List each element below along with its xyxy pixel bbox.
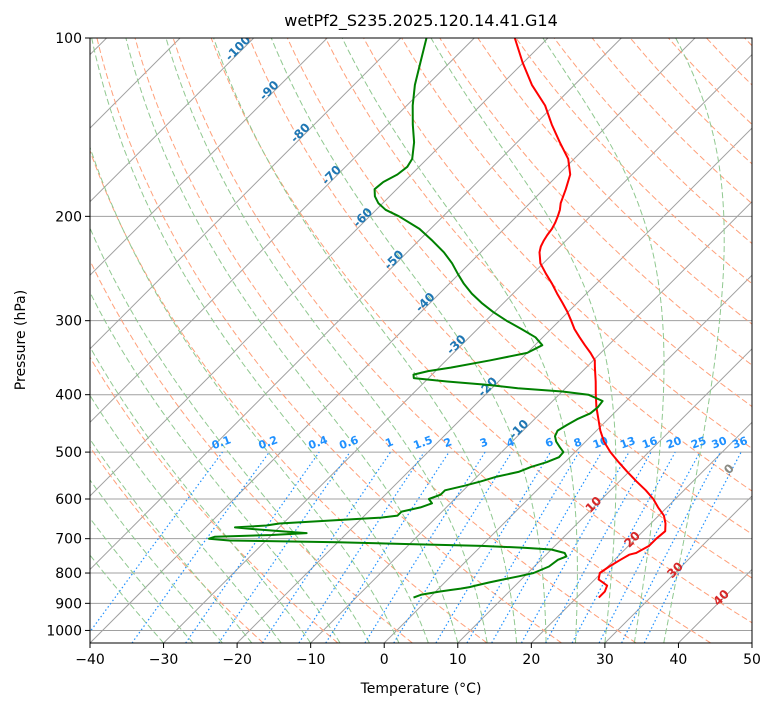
- mixing-ratio-label: 25: [689, 434, 708, 451]
- moist-adiabat-line: [90, 226, 370, 643]
- mixing-ratio-label: 0.2: [257, 433, 280, 452]
- profiles: [208, 38, 667, 599]
- mixing-ratio-line: [325, 451, 450, 643]
- x-tick-label: 0: [380, 652, 389, 668]
- moist-adiabat-line: [90, 554, 164, 643]
- mixing-ratio-label: 30: [710, 434, 729, 452]
- y-tick-label: 700: [55, 532, 82, 548]
- moist-adiabat-line: [542, 38, 665, 643]
- mixing-ratio-label: 10: [591, 434, 610, 452]
- y-tick-label: 500: [55, 445, 82, 461]
- isotherm-line: [163, 53, 752, 643]
- isotherm-line: [90, 38, 402, 350]
- mixing-ratio-label: 0.6: [337, 433, 360, 452]
- mixing-ratio-label: 6: [543, 435, 555, 450]
- dry-adiabat-line: [134, 38, 637, 643]
- mixing-ratio-label: 13: [618, 434, 637, 451]
- isotherm-line: [457, 348, 752, 643]
- moist-adiabat-line: [663, 38, 725, 643]
- dewpoint-profile-line: [208, 38, 604, 599]
- y-tick-label: 300: [55, 314, 82, 330]
- temperature-profile-line: [513, 38, 667, 599]
- dry-adiabat-line: [401, 38, 752, 408]
- mixing-ratio-line: [185, 451, 320, 643]
- moist-adiabat-line: [90, 394, 282, 643]
- moist-adiabat-line: [90, 517, 194, 643]
- x-tick-label: −30: [149, 652, 179, 668]
- isotherm-line: [530, 421, 752, 643]
- moist-adiabat-line: [430, 38, 617, 643]
- isotherm-line: [383, 274, 752, 643]
- isotherm-line: [90, 38, 255, 203]
- x-tick-label: −20: [222, 652, 252, 668]
- chart-title: wetPf2_S235.2025.120.14.41.G14: [284, 11, 558, 31]
- isotherm-line: [90, 38, 549, 497]
- mixing-ratio-label: 1.5: [412, 433, 435, 452]
- moist-adiabat-line: [90, 291, 341, 643]
- moist-adiabat-line: [341, 38, 578, 643]
- moist-adiabat-line: [90, 438, 253, 643]
- mixing-ratio-label: 20: [665, 434, 684, 452]
- mixing-ratio-line: [262, 451, 392, 643]
- mixing-ratio-label: 8: [572, 435, 584, 450]
- isotherm-line: [90, 38, 328, 276]
- y-tick-label: 900: [55, 596, 82, 612]
- y-tick-label: 600: [55, 492, 82, 508]
- x-tick-label: 20: [522, 652, 540, 668]
- moist-adiabat-line: [90, 346, 312, 643]
- x-tick-label: 40: [670, 652, 688, 668]
- mixing-ratio-line: [131, 451, 270, 643]
- moist-adiabat-line: [90, 479, 223, 643]
- mixing-ratio-line: [393, 451, 513, 643]
- mixing-ratio-label: 0.1: [210, 433, 233, 452]
- axis-ticks: −40 −30 −20 −10 0 10 20 30 40 5010020030040050060…: [46, 31, 761, 668]
- isotherm-line: [90, 38, 475, 424]
- mixing-ratio-label: 0.4: [307, 433, 330, 452]
- mixing-ratio-line: [298, 451, 425, 643]
- isotherm-line: [90, 38, 696, 643]
- y-tick-label: 800: [55, 566, 82, 582]
- moist-adiabat-line: [91, 38, 429, 643]
- y-tick-label: 100: [55, 31, 82, 47]
- dry-adiabat-line: [286, 38, 752, 535]
- dry-adiabat-line: [515, 38, 752, 285]
- dry-adiabat-line: [591, 38, 752, 205]
- x-tick-label: −10: [296, 652, 326, 668]
- mixing-ratio-line: [90, 451, 223, 633]
- y-tick-label: 1000: [46, 623, 82, 639]
- x-axis-label: Temperature (°C): [360, 681, 482, 697]
- dry-adiabat-line: [248, 38, 752, 579]
- moist-adiabat-line: [213, 38, 518, 643]
- mixing-ratio-label: 1: [383, 435, 395, 450]
- mixing-ratio-line: [218, 451, 351, 643]
- plot-frame: [89, 37, 753, 644]
- x-tick-label: −40: [75, 652, 105, 668]
- mixing-ratio-line: [545, 451, 652, 643]
- y-tick-label: 200: [55, 209, 82, 225]
- mixing-ratio-line: [643, 451, 742, 643]
- moist-adiabat-line: [125, 38, 459, 643]
- isotherm-line: [90, 38, 622, 571]
- mixing-ratio-line: [520, 451, 630, 643]
- y-axis-label: Pressure (hPa): [13, 290, 29, 390]
- x-tick-label: 10: [449, 652, 467, 668]
- mixing-ratio-label: 2: [442, 435, 454, 450]
- dry-adiabat-line: [363, 38, 752, 450]
- mixing-ratio-label: 4: [505, 435, 517, 450]
- y-tick-label: 400: [55, 388, 82, 404]
- dry-adiabat-line: [553, 38, 752, 245]
- dry-adiabat-line: [325, 38, 752, 492]
- x-tick-label: 50: [743, 652, 761, 668]
- mixing-ratio-label: 36: [730, 434, 749, 452]
- mixing-ratio-label: 3: [478, 435, 490, 450]
- moist-adiabat-line: [165, 38, 488, 643]
- dry-adiabat-line: [96, 38, 562, 643]
- isotherm-line: [604, 495, 752, 643]
- x-tick-label: 30: [596, 652, 614, 668]
- moist-adiabat-line: [90, 145, 400, 643]
- background-lines: [90, 38, 752, 643]
- mixing-ratio-label: 16: [640, 434, 659, 452]
- dry-adiabat-line: [439, 38, 752, 366]
